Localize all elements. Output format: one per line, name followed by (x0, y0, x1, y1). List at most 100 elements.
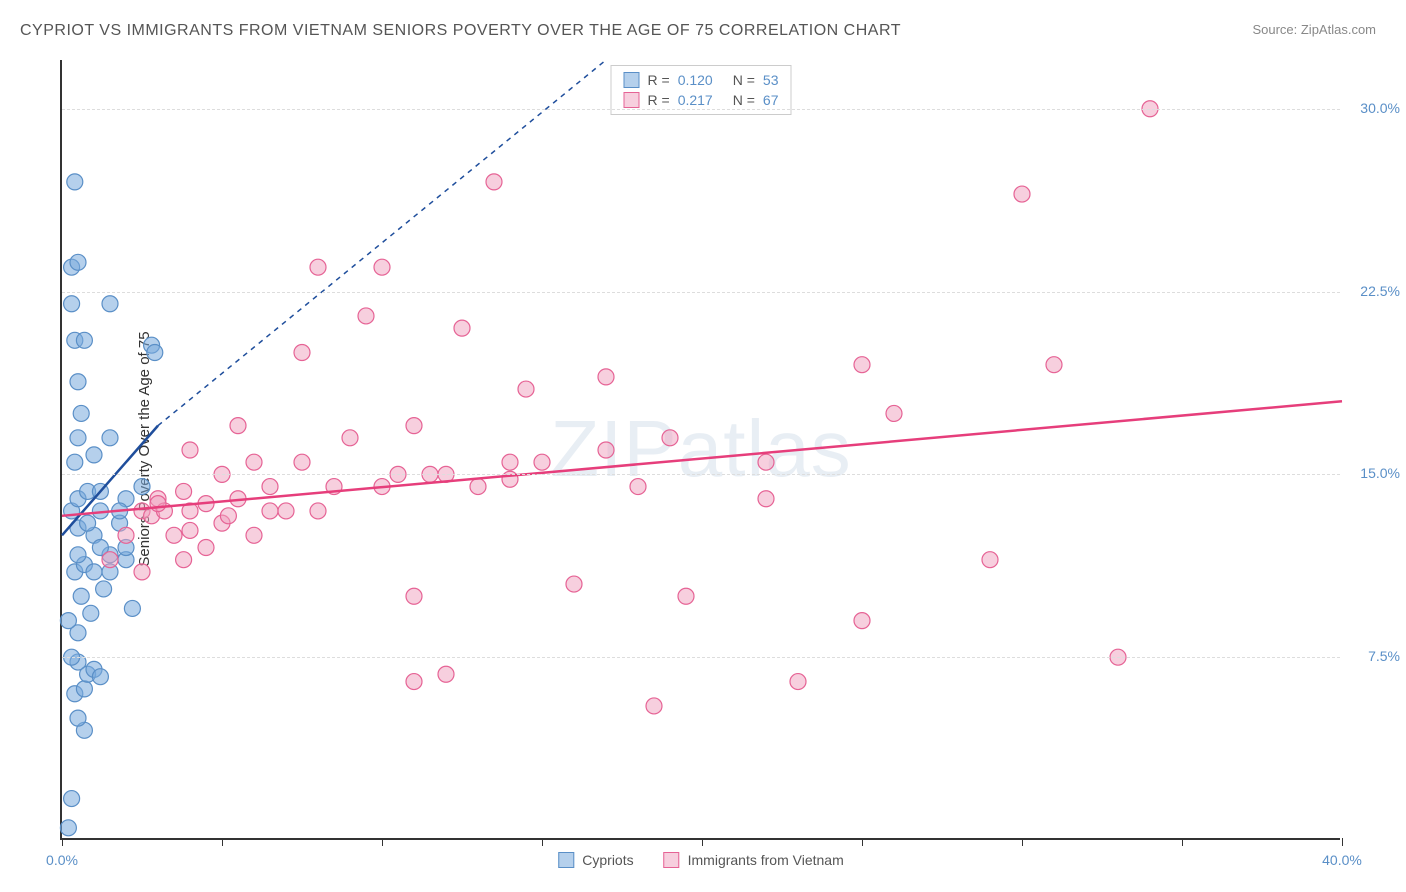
scatter-point (310, 503, 326, 519)
scatter-point (220, 508, 236, 524)
scatter-point (124, 600, 140, 616)
legend-row-vietnam: R = 0.217 N = 67 (624, 90, 779, 110)
x-tick (62, 838, 63, 846)
scatter-point (486, 174, 502, 190)
scatter-point (147, 345, 163, 361)
scatter-point (310, 259, 326, 275)
scatter-point (102, 296, 118, 312)
scatter-point (60, 820, 76, 836)
scatter-point (102, 430, 118, 446)
scatter-point (758, 491, 774, 507)
legend-swatch-icon (558, 852, 574, 868)
scatter-point (86, 564, 102, 580)
scatter-point (406, 588, 422, 604)
legend-item-vietnam: Immigrants from Vietnam (664, 852, 844, 868)
scatter-point (342, 430, 358, 446)
legend-r-label: R = (648, 92, 670, 108)
scatter-point (470, 479, 486, 495)
x-tick (862, 838, 863, 846)
scatter-point (176, 552, 192, 568)
scatter-plot-svg (62, 60, 1342, 840)
plot-area: Seniors Poverty Over the Age of 75 ZIPat… (60, 60, 1340, 840)
scatter-point (534, 454, 550, 470)
x-tick-label: 0.0% (46, 852, 78, 868)
grid-line (62, 474, 1340, 475)
legend-r-value-cypriots: 0.120 (678, 72, 713, 88)
scatter-point (262, 503, 278, 519)
scatter-point (294, 345, 310, 361)
legend-swatch-cypriots (624, 72, 640, 88)
scatter-point (76, 332, 92, 348)
scatter-point (134, 564, 150, 580)
scatter-point (246, 454, 262, 470)
scatter-point (438, 666, 454, 682)
scatter-point (70, 547, 86, 563)
x-tick (542, 838, 543, 846)
scatter-point (662, 430, 678, 446)
scatter-point (70, 374, 86, 390)
scatter-point (646, 698, 662, 714)
scatter-point (134, 479, 150, 495)
scatter-point (678, 588, 694, 604)
regression-line-extension (158, 60, 606, 426)
x-tick (222, 838, 223, 846)
chart-container: CYPRIOT VS IMMIGRANTS FROM VIETNAM SENIO… (0, 0, 1406, 892)
scatter-point (982, 552, 998, 568)
scatter-point (80, 515, 96, 531)
scatter-point (246, 527, 262, 543)
scatter-point (166, 527, 182, 543)
grid-line (62, 109, 1340, 110)
scatter-point (1046, 357, 1062, 373)
scatter-point (854, 357, 870, 373)
scatter-point (60, 613, 76, 629)
scatter-point (76, 681, 92, 697)
legend-row-cypriots: R = 0.120 N = 53 (624, 70, 779, 90)
scatter-point (598, 369, 614, 385)
legend-r-label: R = (648, 72, 670, 88)
scatter-point (70, 710, 86, 726)
grid-line (62, 292, 1340, 293)
scatter-point (92, 669, 108, 685)
grid-line (62, 657, 1340, 658)
scatter-point (73, 405, 89, 421)
legend-r-value-vietnam: 0.217 (678, 92, 713, 108)
scatter-point (406, 674, 422, 690)
source-attribution: Source: ZipAtlas.com (1252, 22, 1376, 37)
scatter-point (262, 479, 278, 495)
x-tick (1342, 838, 1343, 846)
scatter-point (374, 259, 390, 275)
scatter-point (182, 442, 198, 458)
chart-title: CYPRIOT VS IMMIGRANTS FROM VIETNAM SENIO… (20, 22, 901, 40)
legend-n-value-cypriots: 53 (763, 72, 779, 88)
scatter-point (73, 588, 89, 604)
scatter-point (454, 320, 470, 336)
legend-swatch-vietnam (624, 92, 640, 108)
scatter-point (630, 479, 646, 495)
y-tick-label: 30.0% (1345, 100, 1400, 116)
scatter-point (150, 496, 166, 512)
scatter-point (64, 791, 80, 807)
scatter-point (294, 454, 310, 470)
y-tick-label: 7.5% (1345, 648, 1400, 664)
legend-label-vietnam: Immigrants from Vietnam (688, 852, 844, 868)
scatter-point (230, 418, 246, 434)
scatter-point (886, 405, 902, 421)
scatter-point (278, 503, 294, 519)
scatter-point (1014, 186, 1030, 202)
scatter-point (566, 576, 582, 592)
scatter-point (102, 552, 118, 568)
scatter-point (67, 454, 83, 470)
scatter-point (86, 447, 102, 463)
series-legend: Cypriots Immigrants from Vietnam (558, 852, 843, 868)
scatter-point (83, 605, 99, 621)
scatter-point (118, 527, 134, 543)
legend-n-label: N = (733, 92, 755, 108)
x-tick (702, 838, 703, 846)
x-tick-label: 40.0% (1322, 852, 1362, 868)
y-tick-label: 22.5% (1345, 283, 1400, 299)
scatter-point (790, 674, 806, 690)
scatter-point (176, 483, 192, 499)
scatter-point (598, 442, 614, 458)
scatter-point (96, 581, 112, 597)
scatter-point (854, 613, 870, 629)
